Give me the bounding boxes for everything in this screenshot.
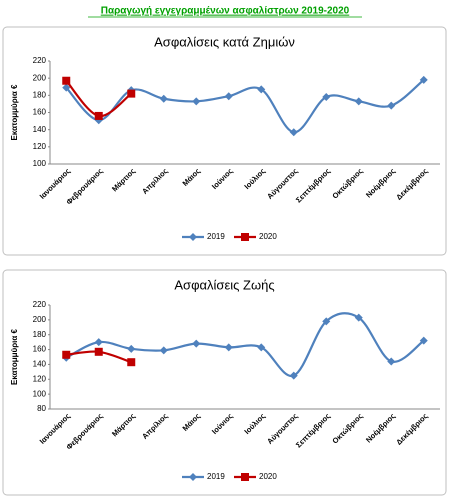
y-tick-label: 120 [33,374,47,383]
y-tick-label: 180 [33,90,47,99]
marker [289,371,298,380]
marker [62,83,71,92]
y-tick-label: 220 [33,56,47,65]
marker [354,97,363,106]
y-axis-label: Εκατομμύρια € [10,84,19,140]
legend-label: 2019 [207,472,225,481]
marker [192,97,201,106]
marker [289,128,298,137]
y-axis-label: Εκατομμύρια € [10,329,19,385]
legend-label: 2019 [207,232,225,241]
marker [257,85,266,94]
marker [241,473,249,481]
marker [159,94,168,103]
marker [224,343,233,352]
y-tick-label: 180 [33,330,47,339]
chart-frame [2,269,447,496]
y-tick-label: 100 [33,159,47,168]
y-tick-label: 120 [33,142,47,151]
marker [241,233,249,241]
marker [192,339,201,348]
legend-label: 2020 [259,472,277,481]
marker [94,347,103,356]
marker [127,358,136,367]
marker [387,357,396,366]
y-tick-label: 200 [33,315,47,324]
chart-title: Ασφαλίσεις κατά Ζημιών [154,34,295,49]
y-tick-label: 200 [33,73,47,82]
marker [257,343,266,352]
marker [127,344,136,353]
y-tick-label: 160 [33,108,47,117]
y-tick-label: 140 [33,360,47,369]
marker [419,336,428,345]
marker [159,346,168,355]
marker [322,93,331,102]
y-tick-label: 80 [37,404,46,413]
marker [127,89,136,98]
marker [224,92,233,101]
marker [62,76,71,85]
legend-label: 2020 [259,232,277,241]
marker [387,101,396,110]
y-tick-label: 140 [33,125,47,134]
chart-title: Ασφαλίσεις Ζωής [174,277,274,292]
marker [419,75,428,84]
chart-frame [2,26,447,256]
marker [94,338,103,347]
marker [354,313,363,322]
marker [189,233,197,241]
y-tick-label: 100 [33,389,47,398]
marker [62,350,71,359]
marker [94,111,103,120]
y-tick-label: 160 [33,345,47,354]
page-title: Παραγωγή εγγεγραμμένων ασφαλίστρων 2019-… [101,6,350,17]
marker [189,473,197,481]
y-tick-label: 220 [33,300,47,309]
marker [322,317,331,326]
